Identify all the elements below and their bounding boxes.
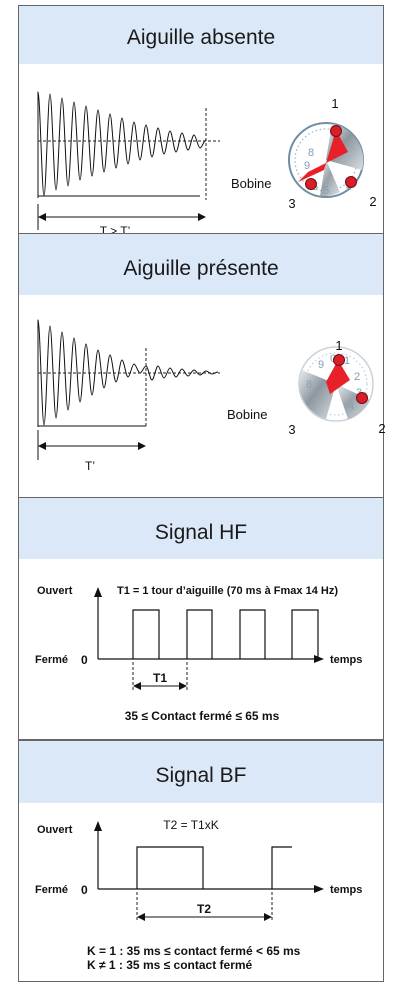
section-header-bg xyxy=(18,5,384,64)
section-signal-hf: Signal HF Ouvert Fermé 0 temps T1 = 1 to… xyxy=(18,497,384,740)
closed-label: Fermé xyxy=(35,654,68,666)
dial-number: 2 xyxy=(354,371,360,383)
time-label: temps xyxy=(330,884,362,896)
period-arrow xyxy=(38,213,206,221)
dial-number: 8 xyxy=(306,379,312,391)
oscillation-wave xyxy=(37,319,219,427)
period-label: T’ xyxy=(85,459,95,473)
marker-1: 1 xyxy=(331,96,338,111)
contact-dot-2 xyxy=(345,176,357,188)
dial-number: 8 xyxy=(308,147,314,159)
needle-icon xyxy=(326,360,350,394)
x-axis-arrow xyxy=(314,885,324,893)
dial-number: 9 xyxy=(304,160,310,172)
hf-timing-chart: Ouvert Fermé 0 temps T1 = 1 tour d’aigui… xyxy=(35,585,362,723)
y-axis-arrow xyxy=(94,821,102,831)
dial-number: 4 xyxy=(348,401,354,413)
needle-dial: 8 9 6 5 5 4 xyxy=(288,122,364,198)
needle-icon xyxy=(298,130,348,182)
y-axis-arrow xyxy=(94,587,102,597)
bf-square-wave xyxy=(136,846,292,889)
dial-ticks xyxy=(304,352,368,416)
coil-label: Bobine xyxy=(227,407,267,422)
bf-condition-2: K ≠ 1 : 35 ms ≤ contact fermé xyxy=(87,958,253,972)
marker-3: 3 xyxy=(288,196,295,211)
dial-number: 5 xyxy=(323,185,329,197)
contact-dot-1 xyxy=(333,354,345,366)
open-label: Ouvert xyxy=(37,585,73,597)
section-header-bg xyxy=(18,740,384,803)
section-title: Aiguille absente xyxy=(127,26,275,49)
period-arrow xyxy=(38,442,146,450)
zero-label: 0 xyxy=(81,883,88,897)
time-label: temps xyxy=(330,654,362,666)
marker-2: 2 xyxy=(369,194,376,209)
section-header-bg xyxy=(18,233,384,295)
dial-number: 1 xyxy=(344,355,350,367)
t2-annotation: T2 = T1xK xyxy=(163,818,218,832)
needle-dial: 9 0 1 2 3 4 8 xyxy=(298,346,374,422)
dial-number: 0 xyxy=(330,353,336,365)
marker-2: 2 xyxy=(378,421,385,436)
x-axis-arrow xyxy=(314,655,324,663)
dial-number: 9 xyxy=(318,359,324,371)
hf-square-wave xyxy=(132,609,319,659)
contact-dot-3 xyxy=(305,178,317,190)
zero-label: 0 xyxy=(81,653,88,667)
section-signal-bf: Signal BF Ouvert Fermé 0 temps T2 = T1xK… xyxy=(18,740,384,982)
marker-3: 3 xyxy=(288,422,295,437)
section-border xyxy=(18,497,384,740)
closed-label: Fermé xyxy=(35,884,68,896)
t1-annotation: T1 = 1 tour d’aiguille (70 ms à Fmax 14 … xyxy=(117,585,338,597)
bf-condition-1: K = 1 : 35 ms ≤ contact fermé < 65 ms xyxy=(87,944,301,958)
damped-oscillation: T > T’ xyxy=(37,91,220,238)
t2-arrow xyxy=(137,913,272,921)
section-title: Aiguille présente xyxy=(123,257,278,280)
section-header-bg xyxy=(18,497,384,559)
contact-dot-2 xyxy=(356,392,368,404)
coil-label: Bobine xyxy=(231,176,271,191)
open-label: Ouvert xyxy=(37,824,73,836)
magnet-segment-lower xyxy=(320,160,340,197)
section-title: Signal BF xyxy=(155,764,246,787)
marker-1: 1 xyxy=(335,338,342,353)
oscillation-wave xyxy=(37,91,207,198)
hf-condition: 35 ≤ Contact fermé ≤ 65 ms xyxy=(125,709,280,723)
contact-dot-1 xyxy=(330,125,342,137)
t1-arrow xyxy=(133,682,187,690)
section-border xyxy=(18,740,384,982)
magnet-segment-lower xyxy=(336,384,370,419)
t2-label: T2 xyxy=(197,902,211,916)
damped-oscillation: T’ xyxy=(37,319,220,473)
section-title: Signal HF xyxy=(155,521,247,544)
bf-timing-chart: Ouvert Fermé 0 temps T2 = T1xK T2 K = 1 … xyxy=(35,818,362,972)
section-aiguille-presente: Aiguille présente T’ 9 0 1 2 3 4 xyxy=(18,233,386,498)
t1-label: T1 xyxy=(153,671,167,685)
section-aiguille-absente: Aiguille absente T > T’ 8 9 6 5 xyxy=(18,5,384,238)
